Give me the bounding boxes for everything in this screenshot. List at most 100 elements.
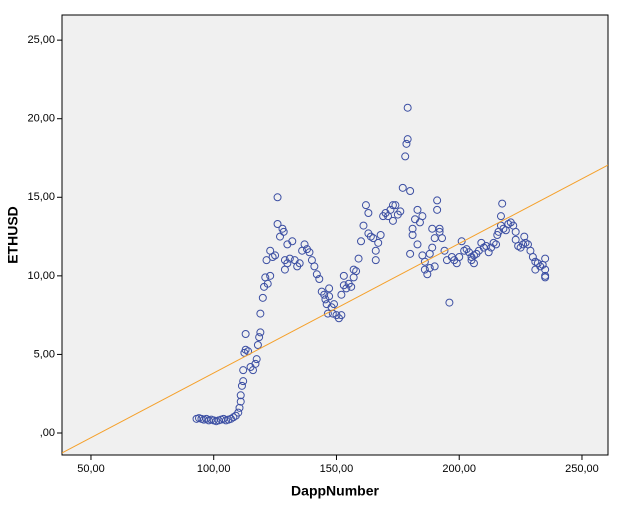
- point: [376, 231, 385, 239]
- point: [469, 259, 478, 268]
- point: [337, 290, 346, 299]
- point: [489, 238, 498, 247]
- point: [256, 309, 265, 318]
- point: [323, 309, 332, 318]
- point: [371, 246, 380, 255]
- point: [300, 240, 309, 249]
- point: [347, 282, 356, 291]
- point: [262, 256, 271, 265]
- point: [406, 187, 415, 195]
- point: [519, 240, 528, 249]
- point: [273, 193, 282, 202]
- point: [349, 265, 358, 274]
- point: [339, 271, 348, 280]
- fit-line: [62, 164, 608, 454]
- y-axis-title: ETHUSD: [5, 206, 21, 264]
- point: [252, 355, 261, 364]
- point: [499, 224, 508, 233]
- point: [342, 284, 351, 293]
- point: [263, 279, 272, 288]
- point: [457, 237, 466, 246]
- point: [455, 253, 464, 261]
- point: [305, 248, 314, 257]
- point: [408, 224, 417, 233]
- point: [239, 366, 248, 375]
- point: [202, 414, 211, 423]
- point: [388, 216, 397, 225]
- point: [386, 205, 395, 214]
- point: [418, 212, 427, 221]
- y-tick-label: 5,00: [34, 348, 55, 360]
- point: [498, 199, 507, 208]
- point: [237, 381, 246, 390]
- point: [361, 201, 370, 210]
- point: [234, 408, 243, 417]
- point: [401, 152, 410, 161]
- point: [354, 254, 363, 263]
- point: [315, 275, 324, 283]
- x-tick-label: 50,00: [77, 463, 105, 475]
- marks: [62, 103, 608, 454]
- point: [528, 253, 537, 261]
- point: [430, 262, 439, 271]
- y-tick-label: 15,00: [27, 191, 55, 203]
- point: [320, 290, 329, 299]
- y-tick-label: ,00: [40, 427, 55, 439]
- point: [496, 212, 505, 221]
- y-tick-label: 10,00: [27, 270, 55, 282]
- point: [504, 220, 513, 228]
- point: [413, 240, 422, 249]
- point: [435, 224, 444, 233]
- point: [531, 257, 540, 266]
- point: [239, 377, 248, 386]
- point: [236, 391, 245, 400]
- point: [388, 201, 397, 210]
- point: [420, 257, 429, 266]
- point: [266, 271, 275, 280]
- point: [469, 251, 478, 260]
- point: [445, 298, 454, 307]
- point: [438, 234, 447, 243]
- point: [541, 254, 550, 263]
- x-axis-title: DappNumber: [291, 483, 379, 499]
- point: [492, 240, 501, 249]
- x-tick-label: 100,00: [197, 463, 231, 475]
- x-tick-label: 200,00: [442, 463, 476, 475]
- point: [413, 205, 422, 214]
- point: [371, 256, 380, 265]
- point: [330, 300, 339, 309]
- point: [391, 201, 400, 210]
- point: [433, 205, 442, 214]
- point: [235, 403, 244, 412]
- point: [271, 251, 280, 260]
- point: [279, 227, 288, 236]
- point: [403, 135, 412, 144]
- point: [258, 293, 267, 302]
- point: [511, 227, 520, 236]
- point: [325, 292, 334, 301]
- point: [428, 243, 437, 252]
- point: [359, 221, 368, 230]
- point: [295, 259, 304, 268]
- point: [420, 265, 429, 274]
- point: [251, 359, 260, 368]
- point: [288, 237, 297, 246]
- point: [364, 209, 373, 217]
- point: [255, 333, 264, 342]
- y-tick-label: 20,00: [27, 113, 55, 125]
- point: [398, 183, 407, 192]
- point: [253, 341, 262, 349]
- point: [229, 413, 238, 422]
- point: [268, 253, 277, 261]
- plot-area: [61, 14, 609, 456]
- point: [273, 220, 282, 228]
- point: [440, 246, 449, 255]
- point: [357, 237, 366, 246]
- point: [241, 345, 250, 354]
- point: [312, 270, 321, 279]
- point: [433, 196, 442, 205]
- point: [283, 259, 292, 268]
- point: [408, 231, 417, 239]
- x-tick-label: 250,00: [565, 463, 599, 475]
